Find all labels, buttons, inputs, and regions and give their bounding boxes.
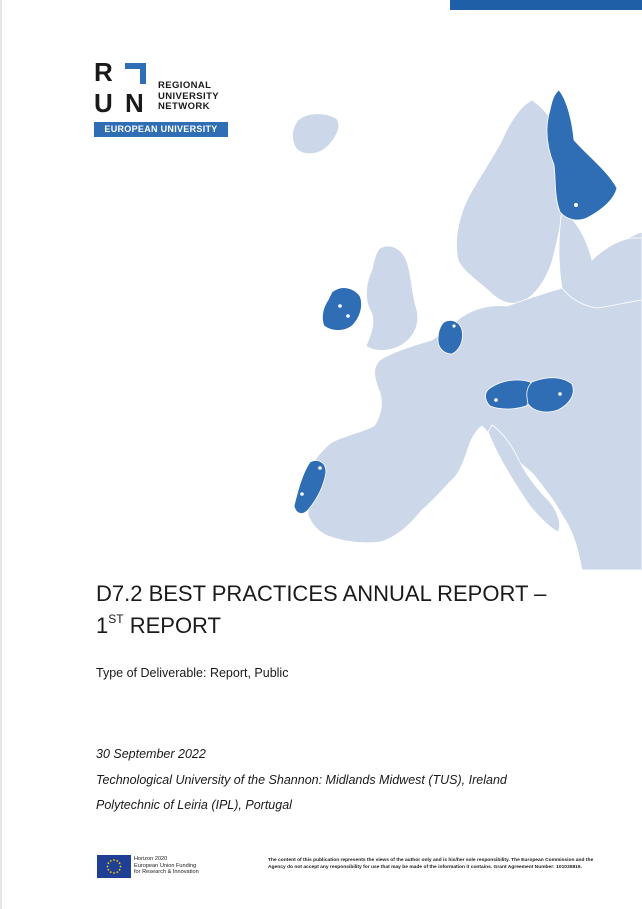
map-city-marker: [318, 466, 322, 470]
map-netherlands: [437, 320, 463, 355]
logo-letter-u: U: [94, 88, 113, 114]
logo-name-line: UNIVERSITY: [158, 90, 220, 102]
logo-european-university-band: EUROPEAN UNIVERSITY: [94, 122, 228, 137]
report-title-line2: 1ST REPORT: [96, 610, 616, 642]
run-logo: R U N REGIONAL UNIVERSITY NETWORK EUROPE…: [94, 60, 230, 140]
map-ireland: [321, 287, 362, 331]
map-city-marker: [300, 492, 304, 496]
map-iceland: [292, 113, 340, 155]
map-city-marker: [452, 324, 456, 328]
funding-line: for Research & Innovation: [134, 869, 199, 876]
title-ordinal-suffix: ST: [108, 612, 124, 626]
map-hungary: [526, 377, 574, 413]
map-eastern-europe: [558, 209, 642, 309]
eu-disclaimer: The content of this publication represen…: [268, 858, 594, 870]
logo-corner-mark: [125, 63, 146, 84]
run-logo-mark: R U N: [94, 60, 146, 114]
report-institution-ipl: Polytechnic of Leiria (IPL), Portugal: [96, 798, 292, 812]
deliverable-type: Type of Deliverable: Report, Public: [96, 666, 289, 680]
map-city-marker: [574, 203, 578, 207]
logo-name-line: REGIONAL: [158, 80, 212, 91]
title-line2-suffix: REPORT: [123, 613, 221, 638]
logo-name-line: NETWORK: [158, 101, 210, 112]
funding-line: European Union Funding: [134, 862, 197, 869]
map-italy: [487, 424, 560, 533]
report-date: 30 September 2022: [96, 747, 206, 761]
funding-statement: Horizon 2020 European Union Funding for …: [134, 856, 199, 876]
report-meta: 30 September 2022 Technological Universi…: [96, 742, 507, 819]
left-margin-rule: [0, 0, 2, 909]
report-title: D7.2 BEST PRACTICES ANNUAL REPORT – 1ST …: [96, 578, 616, 642]
logo-letter-n: N: [125, 88, 144, 114]
map-city-marker: [338, 304, 342, 308]
funding-line: Horizon 2020: [134, 856, 168, 862]
report-title-line1: D7.2 BEST PRACTICES ANNUAL REPORT –: [96, 581, 547, 606]
map-great-britain: [365, 245, 419, 351]
report-institution-tus: Technological University of the Shannon:…: [96, 772, 507, 787]
map-portugal: [293, 460, 327, 514]
europe-map: [292, 89, 642, 570]
title-ordinal-number: 1: [96, 613, 109, 638]
map-city-marker: [558, 392, 562, 396]
eu-flag-icon: [97, 855, 131, 878]
map-city-marker: [494, 398, 498, 402]
logo-letter-r: R: [94, 60, 113, 87]
map-city-marker: [346, 314, 350, 318]
top-accent-bar: [450, 0, 642, 10]
logo-network-name: REGIONAL UNIVERSITY NETWORK: [158, 80, 220, 113]
map-austria: [485, 379, 534, 410]
map-finland: [546, 89, 618, 221]
